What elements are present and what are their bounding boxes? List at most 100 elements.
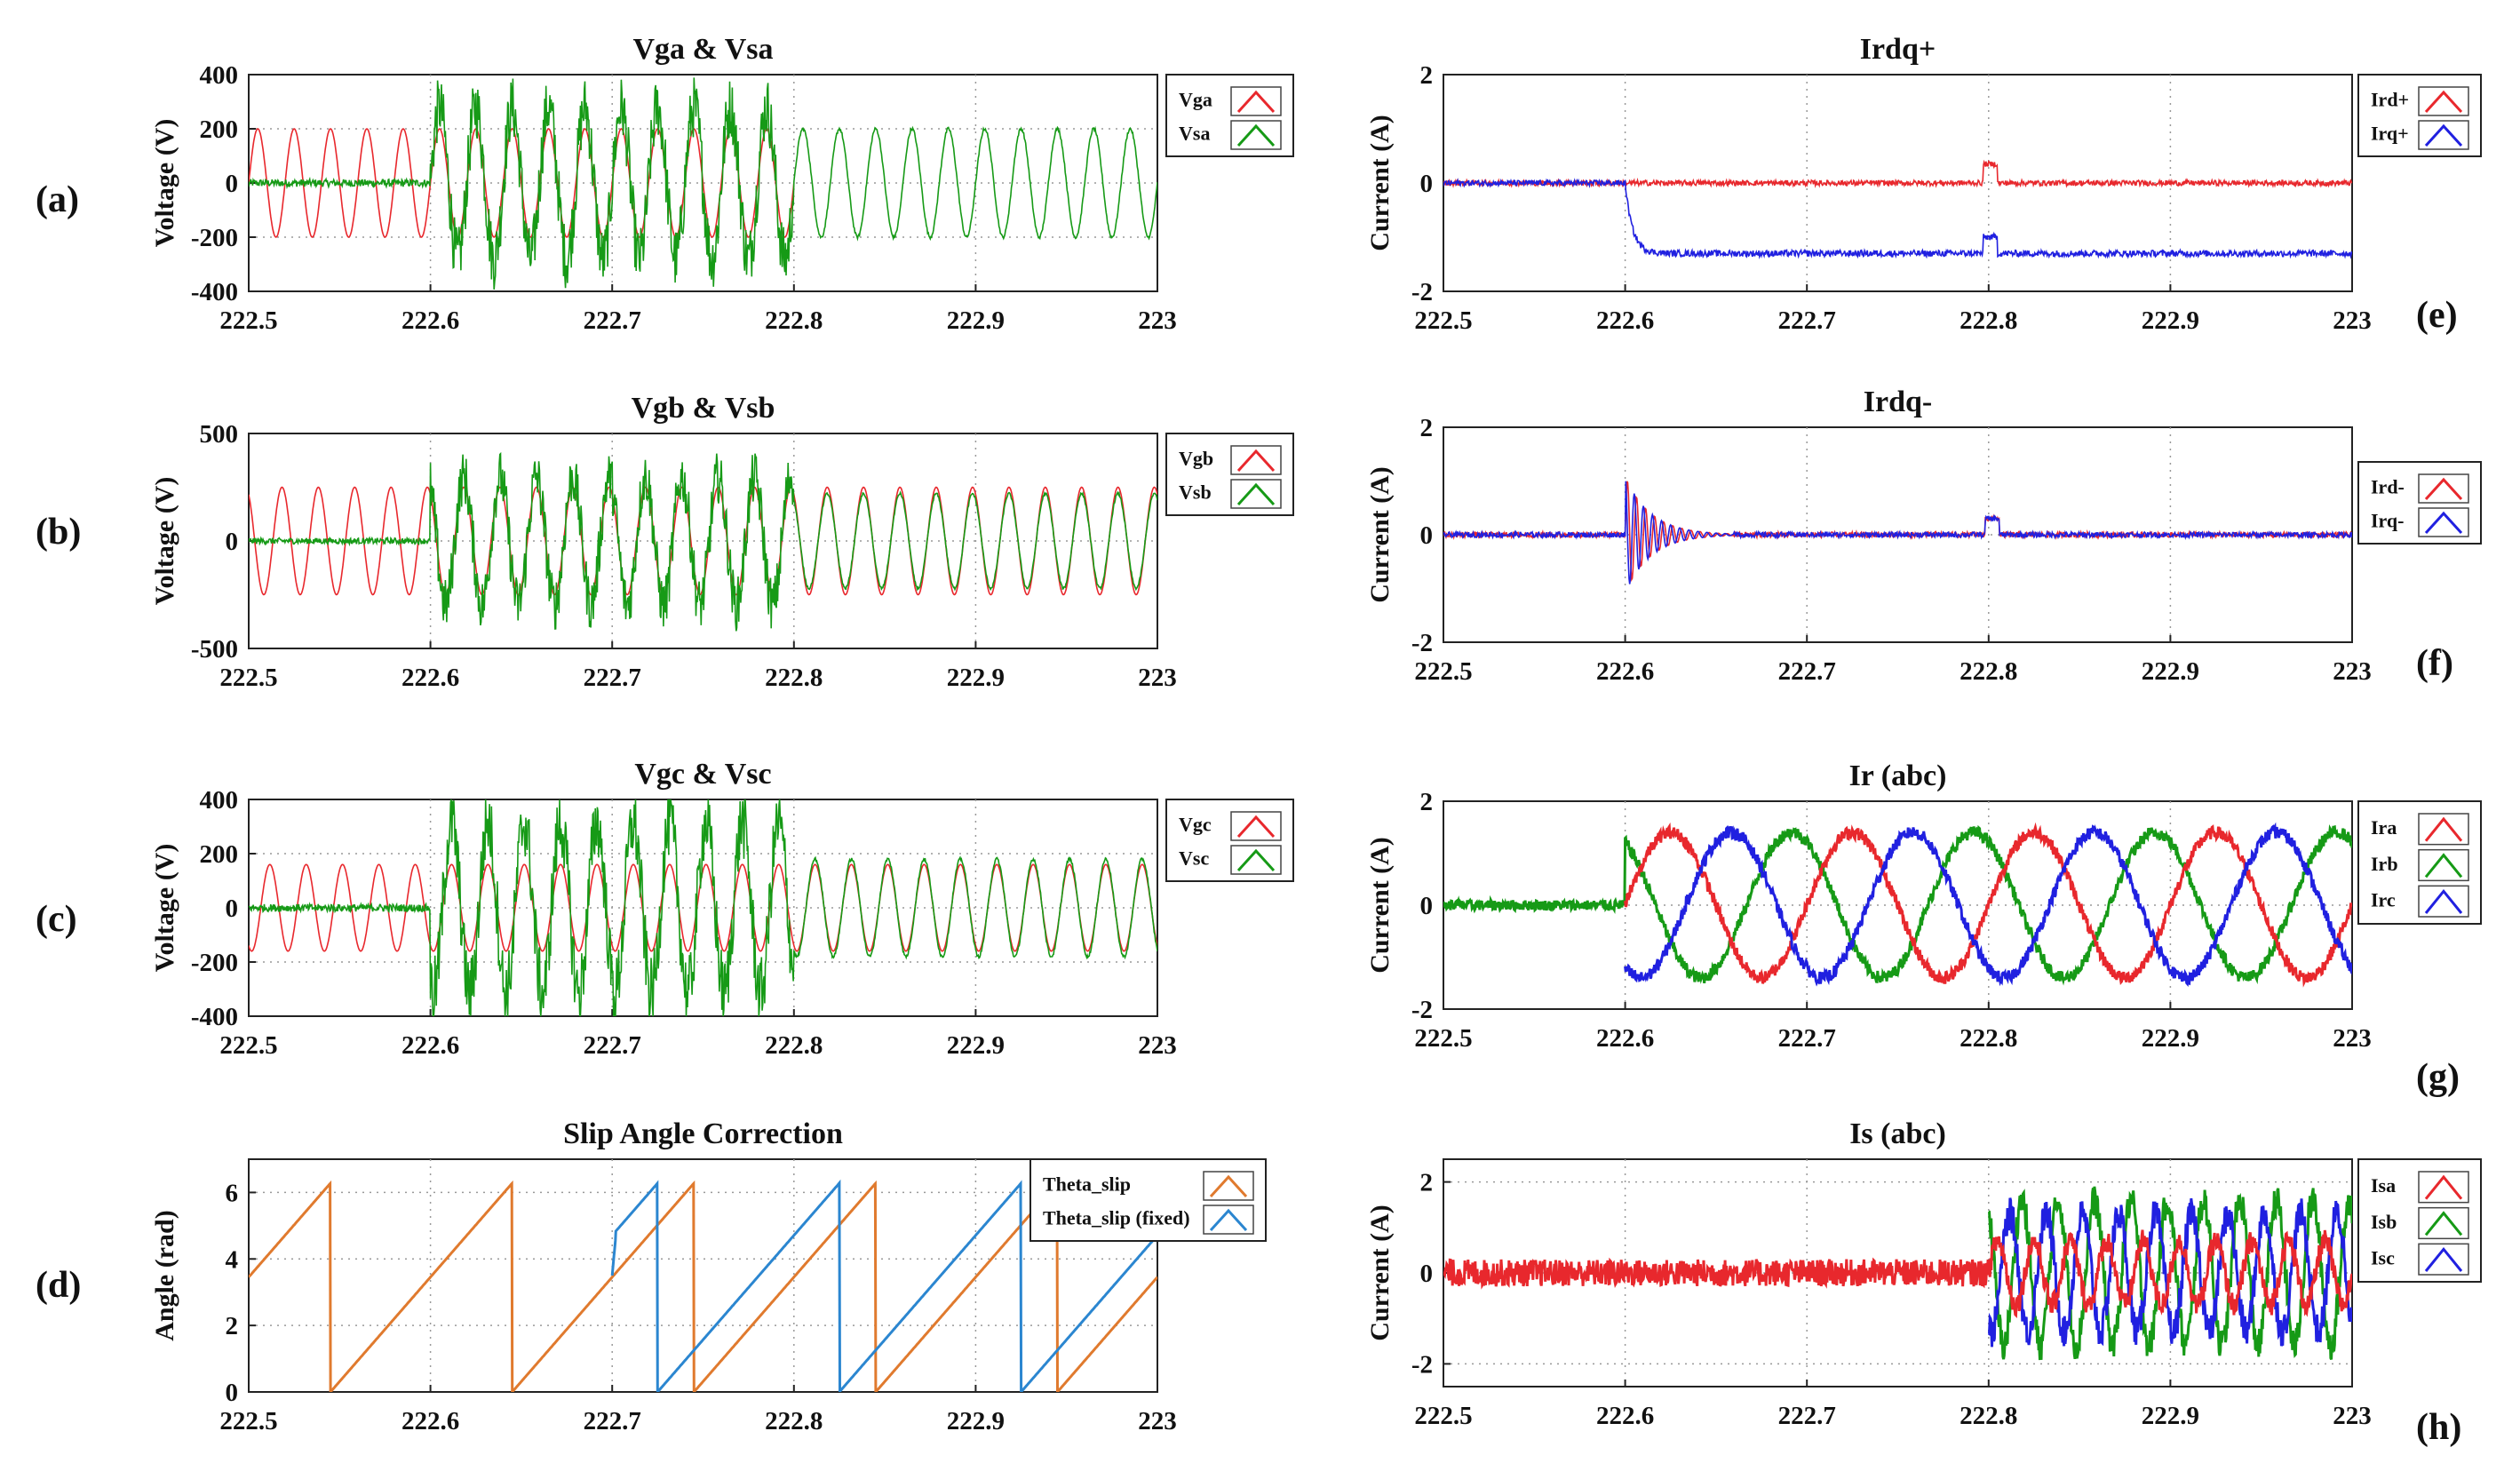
legend: Ird- Irq- [2357, 461, 2482, 545]
x-tick-label: 222.6 [1596, 657, 1654, 686]
legend-swatch-line [1209, 1208, 1248, 1232]
y-axis-label: Voltage (V) [150, 844, 179, 973]
series-vsc-line [249, 799, 1157, 1016]
y-tick-label: 2 [1420, 1169, 1434, 1197]
legend-swatch-line [1236, 815, 1276, 839]
legend-label: Vgc [1179, 814, 1212, 836]
x-tick-label: 223 [1138, 1031, 1177, 1060]
y-tick-label: 0 [226, 1379, 239, 1407]
y-tick-label: -400 [191, 1003, 238, 1031]
panel-label: (d) [36, 1265, 81, 1306]
legend-label: Vsa [1179, 123, 1210, 145]
x-tick-label: 222.9 [947, 306, 1005, 335]
x-tick-label: 223 [2333, 306, 2372, 335]
legend-label: Ird+ [2371, 89, 2409, 111]
x-tick-label: 223 [2333, 1402, 2372, 1430]
legend-swatch-line [2424, 853, 2463, 879]
legend-label: Vsb [1179, 481, 1212, 504]
series-vsa-line [249, 77, 1157, 290]
x-tick-label: 222.6 [1596, 306, 1654, 335]
y-axis-label: Current (A) [1365, 837, 1395, 974]
legend-swatch-line [2424, 1211, 2463, 1236]
series-irb-line [1443, 824, 2352, 986]
panel-label: (b) [36, 512, 81, 553]
x-tick-label: 222.9 [947, 664, 1005, 692]
series-irq--line [1443, 481, 2352, 584]
x-tick-label: 222.7 [1778, 306, 1836, 335]
legend-swatch-line [2424, 1174, 2463, 1200]
legend-label: Theta_slip (fixed) [1043, 1207, 1190, 1229]
x-tick-label: 222.6 [401, 664, 459, 692]
series-vsb-line [249, 451, 1157, 632]
x-tick-label: 223 [2333, 657, 2372, 686]
x-tick-label: 223 [1138, 306, 1177, 335]
panel-label: (g) [2416, 1057, 2460, 1098]
y-tick-label: 6 [226, 1179, 239, 1207]
y-tick-label: -200 [191, 949, 238, 977]
legend-label: Vga [1179, 89, 1212, 111]
legend-label: Ira [2371, 816, 2397, 839]
x-tick-label: 222.7 [584, 664, 641, 692]
panel-label: (c) [36, 899, 77, 940]
y-tick-label: -500 [191, 635, 238, 664]
x-tick-label: 222.5 [219, 306, 277, 335]
legend: Theta_slip Theta_slip (fixed) [1029, 1158, 1267, 1242]
legend-swatch-line [2424, 888, 2463, 914]
y-tick-label: 2 [1420, 414, 1434, 442]
legend-swatch-line [2424, 90, 2463, 114]
y-axis-label: Current (A) [1365, 466, 1395, 603]
x-tick-label: 222.8 [1960, 306, 2017, 335]
legend-label: Irq+ [2371, 123, 2409, 145]
legend-swatch-line [1209, 1174, 1248, 1198]
y-tick-label: 2 [1420, 61, 1434, 90]
series-irc-line [1624, 822, 2352, 987]
series-isb-line [1988, 1186, 2352, 1361]
legend-swatch-line [2424, 511, 2463, 535]
x-tick-label: 223 [1138, 1407, 1177, 1435]
legend-label: Vgb [1179, 448, 1213, 470]
y-axis-label: Current (A) [1365, 115, 1395, 251]
x-tick-label: 222.8 [1960, 1024, 2017, 1053]
chart-panel-8: Is (abc) 222.5 222.6 222.7 222.8 222.9 223 2 0 -2… [1365, 1117, 2482, 1448]
x-tick-label: 222.9 [947, 1407, 1005, 1435]
y-tick-label: 4 [226, 1245, 239, 1274]
y-tick-label: 200 [200, 840, 239, 869]
legend-swatch-line [2424, 1246, 2463, 1272]
series-theta-slip-fixed--line [610, 1179, 1157, 1392]
legend: Isa Isb Isc [2357, 1158, 2482, 1283]
legend-swatch-line [2424, 816, 2463, 842]
x-tick-label: 222.9 [947, 1031, 1005, 1060]
x-tick-label: 222.5 [1414, 1024, 1472, 1053]
chart-panel-6: Irdq- 222.5 222.6 222.7 222.8 222.9 223 2 0 -2 Cur… [1365, 386, 2482, 686]
x-tick-label: 222.5 [219, 1031, 277, 1060]
legend-swatch-line [1236, 90, 1276, 114]
legend: Vgc Vsc [1165, 799, 1294, 882]
x-tick-label: 222.6 [401, 1407, 459, 1435]
y-tick-label: 500 [200, 420, 239, 449]
y-tick-label: -2 [1411, 996, 1433, 1024]
chart-title: Vga & Vsa [632, 33, 773, 66]
x-tick-label: 222.9 [2142, 657, 2199, 686]
chart-panel-3: Vgc & Vsc 222.5 222.6 222.7 222.8 222.9 223 400… [36, 758, 1294, 1060]
y-tick-label: 400 [200, 61, 239, 90]
x-tick-label: 222.7 [584, 1031, 641, 1060]
y-tick-label: 400 [200, 786, 239, 815]
x-tick-label: 222.6 [1596, 1024, 1654, 1053]
panel-label: (a) [36, 179, 79, 220]
legend: Vgb Vsb [1165, 433, 1294, 516]
chart-title: Vgb & Vsb [632, 392, 775, 425]
legend-swatch-line [1236, 482, 1276, 506]
legend-label: Irq- [2371, 510, 2405, 532]
chart-title: Irdq+ [1860, 33, 1936, 66]
x-tick-label: 222.8 [765, 664, 823, 692]
legend-label: Irb [2371, 853, 2398, 875]
y-axis-label: Current (A) [1365, 1205, 1395, 1341]
legend-swatch-line [2424, 123, 2463, 147]
y-tick-label: -2 [1411, 278, 1433, 306]
chart-title: Irdq- [1864, 386, 1932, 418]
x-tick-label: 222.5 [1414, 306, 1472, 335]
x-tick-label: 222.8 [765, 1407, 823, 1435]
x-tick-label: 222.8 [1960, 1402, 2017, 1430]
x-tick-label: 222.5 [1414, 1402, 1472, 1430]
y-tick-label: 0 [226, 528, 239, 556]
